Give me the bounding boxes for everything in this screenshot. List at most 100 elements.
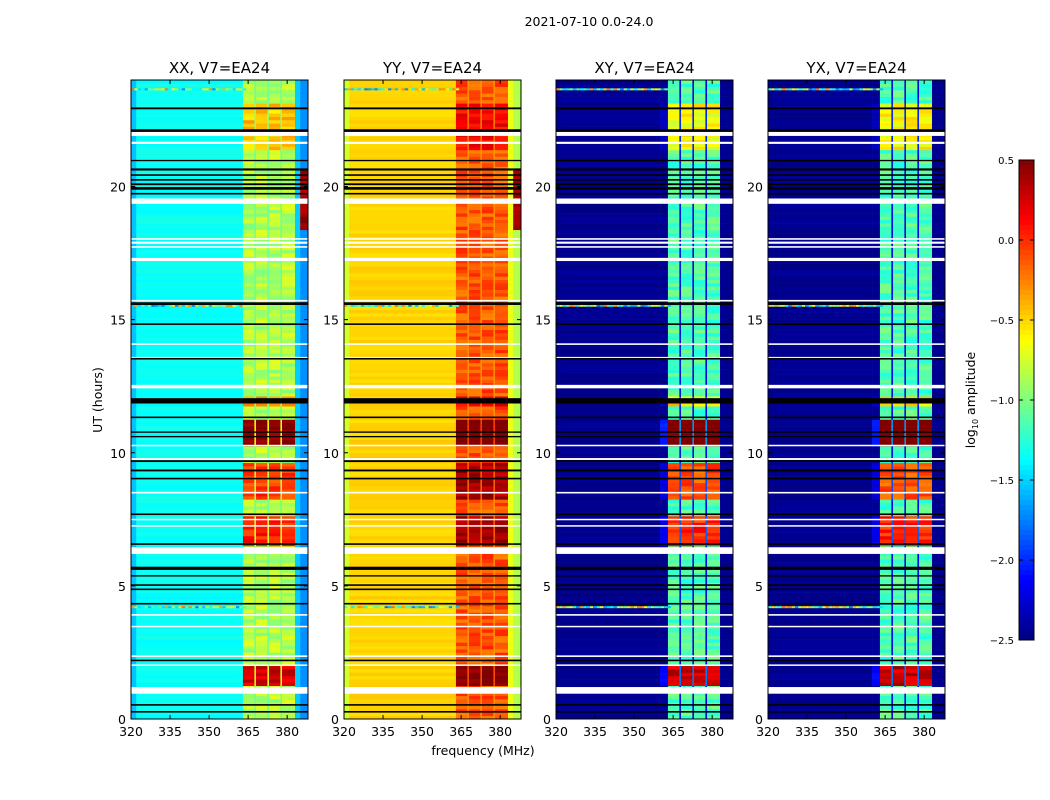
heatmap-cell [281, 366, 296, 370]
heatmap-cell [131, 339, 137, 344]
heatmap-cell [494, 572, 509, 577]
heatmap-cell [242, 605, 255, 610]
heatmap-cell [294, 629, 301, 633]
flagged-row-black [344, 357, 521, 360]
heatmap-cell [254, 452, 257, 457]
rfi-row-cell [357, 304, 361, 307]
heatmap-cell [294, 319, 301, 324]
heatmap-cell [136, 286, 236, 290]
heatmap-cell [294, 699, 301, 703]
heatmap-cell [255, 559, 268, 563]
heatmap-cell [467, 575, 470, 580]
heatmap-cell [467, 579, 470, 583]
rfi-row-cell [455, 88, 460, 91]
heatmap-cell [344, 572, 350, 577]
heatmap-cell [131, 535, 137, 540]
heatmap-cell [267, 289, 270, 294]
flagged-row-black [344, 704, 521, 706]
heatmap-cell [507, 515, 514, 520]
heatmap-cell [294, 219, 301, 224]
heatmap-cell [267, 159, 270, 164]
heatmap-cell [281, 346, 296, 350]
heatmap-cell [507, 163, 514, 167]
heatmap-cell [268, 496, 281, 500]
heatmap-cell [267, 629, 270, 633]
heatmap-cell [254, 442, 257, 447]
heatmap-cell [280, 273, 283, 277]
heatmap-cell [494, 519, 509, 523]
heatmap-cell [507, 156, 514, 161]
heatmap-cell [255, 206, 268, 211]
heatmap-cell [494, 679, 509, 683]
heatmap-cell [507, 372, 514, 377]
heatmap-cell [344, 579, 350, 583]
heatmap-cell [267, 213, 270, 217]
heatmap-cell [268, 669, 281, 673]
heatmap-cell [467, 529, 470, 533]
heatmap-cell [507, 139, 514, 144]
heatmap-cell [468, 193, 481, 197]
heatmap-cell [254, 149, 257, 154]
heatmap-cell [235, 449, 244, 454]
heatmap-cell [349, 406, 449, 410]
heatmap-cell [254, 276, 257, 280]
heatmap-cell [268, 283, 281, 287]
heatmap-cell [136, 289, 236, 294]
heatmap-cell [455, 166, 468, 171]
heatmap-cell [467, 116, 470, 121]
heatmap-cell [267, 605, 270, 610]
heatmap-cell [131, 169, 137, 174]
heatmap-cell [480, 639, 483, 643]
heatmap-cell [507, 332, 514, 337]
heatmap-cell [268, 709, 281, 713]
heatmap-cell [494, 642, 509, 647]
heatmap-cell [268, 499, 281, 503]
heatmap-cell [467, 439, 470, 444]
heatmap-cell [467, 113, 470, 117]
heatmap-cell [131, 692, 137, 697]
heatmap-cell [255, 575, 268, 580]
heatmap-cell [136, 682, 236, 687]
heatmap-cell [242, 166, 255, 171]
heatmap-cell [455, 359, 468, 364]
heatmap-cell [468, 672, 481, 677]
heatmap-cell [344, 712, 350, 716]
heatmap-cell [513, 605, 522, 610]
heatmap-cell [136, 309, 236, 314]
rfi-row-cell [384, 88, 389, 91]
heatmap-cell [455, 179, 468, 184]
heatmap-cell [344, 153, 350, 157]
heatmap-cell [494, 163, 509, 167]
heatmap-cell [268, 253, 281, 257]
heatmap-cell [455, 432, 468, 437]
heatmap-cell [494, 532, 509, 537]
heatmap-cell [268, 146, 281, 151]
heatmap-cell [455, 366, 468, 370]
heatmap-cell [493, 635, 496, 640]
heatmap-cell [480, 336, 483, 340]
heatmap-cell [281, 156, 296, 161]
heatmap-cell [300, 622, 309, 627]
heatmap-cell [255, 249, 268, 254]
heatmap-cell [281, 336, 296, 340]
heatmap-cell [494, 206, 509, 211]
heatmap-cell [344, 326, 350, 330]
heatmap-cell [493, 496, 496, 500]
heatmap-cell [281, 389, 296, 394]
heatmap-cell [480, 80, 483, 84]
heatmap-cell [480, 632, 483, 637]
heatmap-cell [494, 376, 509, 380]
heatmap-cell [481, 515, 494, 520]
heatmap-cell [667, 712, 680, 716]
heatmap-cell [480, 203, 483, 207]
heatmap-cell [136, 679, 236, 683]
heatmap-cell [136, 442, 236, 447]
heatmap-cell [268, 126, 281, 131]
heatmap-cell [255, 296, 268, 300]
heatmap-cell [507, 246, 514, 251]
heatmap-cell [448, 692, 457, 697]
heatmap-cell [268, 332, 281, 337]
heatmap-cell [513, 136, 522, 141]
heatmap-cell [268, 472, 281, 477]
flagged-row-black [344, 566, 521, 570]
